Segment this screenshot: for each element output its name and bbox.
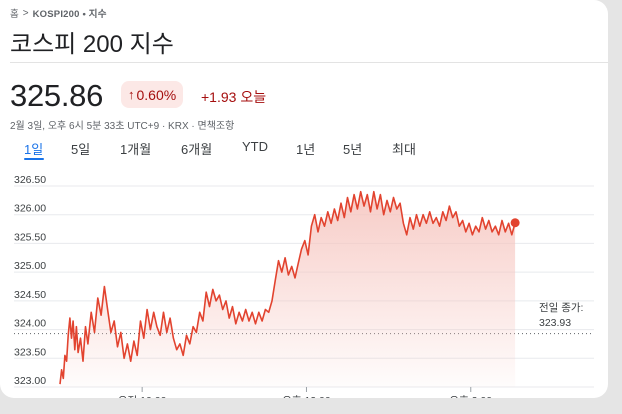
breadcrumb: 홈 > KOSPI200 • 지수: [10, 6, 107, 21]
change-percent: 0.60%: [136, 86, 177, 103]
change-absolute: +1.93 오늘: [201, 89, 267, 105]
breadcrumb-current: KOSPI200 • 지수: [32, 9, 107, 20]
tab-ytd[interactable]: YTD: [242, 139, 268, 154]
x-tick-label: 오전 10:00: [118, 395, 167, 398]
price-area: [60, 191, 516, 387]
finance-card: 홈 > KOSPI200 • 지수 코스피 200 지수 325.86 ↑ 0.…: [0, 0, 608, 398]
y-tick-label: 326.00: [14, 203, 46, 215]
current-price: 325.86: [10, 78, 104, 113]
chevron-right-icon: >: [22, 7, 29, 19]
tab-5d[interactable]: 5일: [71, 142, 91, 157]
current-price-marker: [510, 218, 520, 228]
y-tick-label: 324.00: [14, 318, 46, 330]
tab-1m[interactable]: 1개월: [120, 142, 152, 157]
tab-max[interactable]: 최대: [392, 142, 416, 157]
y-tick-label: 325.50: [14, 231, 46, 243]
price-line: [59, 190, 516, 385]
previous-close-value: 323.93: [539, 317, 571, 329]
tab-1y[interactable]: 1년: [296, 142, 316, 157]
y-tick-label: 323.50: [14, 346, 46, 358]
timestamp-disclaimer[interactable]: 2월 3일, 오후 6시 5분 33초 UTC+9 · KRX · 면책조항: [10, 121, 235, 132]
tab-5y[interactable]: 5년: [343, 142, 363, 157]
previous-close-label: 전일 종가:: [539, 301, 583, 314]
divider: [10, 62, 608, 63]
arrow-up-icon: ↑: [128, 87, 135, 102]
y-tick-label: 326.50: [14, 174, 46, 186]
x-tick-label: 오후 2:00: [449, 395, 492, 398]
y-tick-label: 324.50: [14, 289, 46, 301]
change-percent-badge: ↑ 0.60%: [121, 81, 184, 108]
page-title: 코스피 200 지수: [10, 31, 174, 58]
active-tab-indicator: [24, 158, 44, 160]
x-tick-label: 오후 12:00: [282, 395, 331, 398]
tab-1d[interactable]: 1일: [24, 142, 44, 157]
y-tick-label: 325.00: [14, 260, 46, 272]
tab-6m[interactable]: 6개월: [181, 142, 213, 157]
breadcrumb-home[interactable]: 홈: [10, 9, 19, 20]
y-tick-label: 323.00: [14, 375, 46, 387]
price-chart[interactable]: 326.50 326.00 325.50 325.00 324.50 324.00 323.…: [0, 0, 608, 398]
